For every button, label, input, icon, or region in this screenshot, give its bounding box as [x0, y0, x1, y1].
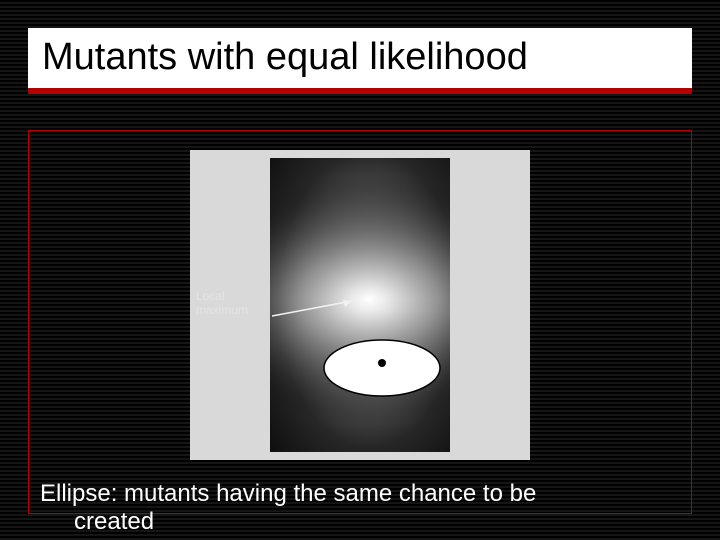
- equal-likelihood-ellipse: [324, 340, 440, 396]
- label-line2: maximum: [196, 303, 248, 317]
- ellipse-center-dot: [378, 359, 386, 367]
- label-line1: Local: [196, 289, 225, 303]
- figure-panel: Local maximum: [190, 150, 530, 460]
- figure-svg: [270, 158, 450, 452]
- slide-title: Mutants with equal likelihood: [28, 28, 692, 88]
- caption-line1: Ellipse: mutants having the same chance …: [40, 480, 536, 507]
- caption: Ellipse: mutants having the same chance …: [40, 480, 692, 535]
- caption-line2: created: [74, 508, 154, 536]
- title-block: Mutants with equal likelihood: [28, 28, 692, 94]
- title-underline: [28, 88, 692, 94]
- figure-gradient-area: [270, 158, 450, 452]
- slide: Mutants with equal likelihood: [0, 0, 720, 540]
- label-local-maximum: Local maximum: [196, 290, 248, 318]
- gradient-vignette: [270, 158, 450, 452]
